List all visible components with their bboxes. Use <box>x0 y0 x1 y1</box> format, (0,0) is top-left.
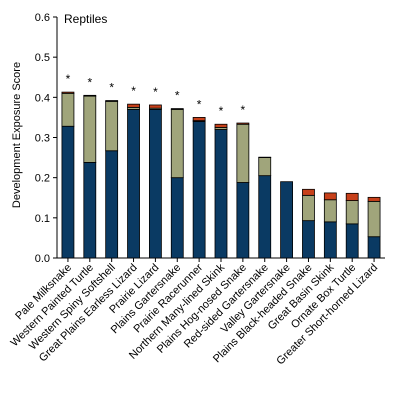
significance-mark: * <box>197 97 202 111</box>
bar-segment <box>127 108 140 259</box>
bar-segment <box>302 220 315 259</box>
bar-segment <box>148 108 162 259</box>
bar-segment <box>236 182 250 259</box>
bar-segment <box>192 117 206 122</box>
bar-segment <box>192 121 206 259</box>
bar-segment <box>236 123 250 183</box>
bar-segment <box>83 162 97 259</box>
bar-segment <box>367 196 381 202</box>
bar-segment <box>280 181 294 259</box>
bar-segment <box>170 108 184 110</box>
bar-segment <box>367 236 381 259</box>
y-tick-label: 0.0 <box>35 253 50 265</box>
significance-mark: * <box>66 72 71 86</box>
category-label: Western Spiny Softshell <box>27 262 118 353</box>
bar-segment <box>170 177 184 259</box>
y-tick-label: 0.2 <box>35 173 50 185</box>
bar-segment <box>323 199 337 223</box>
bars <box>61 91 381 259</box>
bar-segment <box>105 100 119 152</box>
bar-segment <box>148 104 162 109</box>
bar-segment <box>105 150 119 259</box>
y-tick-label: 0.4 <box>35 92 50 104</box>
bar-segment <box>61 91 75 94</box>
bar-segment <box>345 200 359 225</box>
y-tick-label: 0.1 <box>35 213 50 225</box>
y-tick-label: 0.5 <box>35 52 50 64</box>
bar-segment <box>236 122 250 125</box>
bar-segment <box>214 129 228 259</box>
bar-segment <box>170 108 184 179</box>
bar-segment <box>345 192 359 201</box>
bar-segment <box>258 175 272 259</box>
bar-segment <box>83 94 97 97</box>
bar-segment <box>61 125 75 259</box>
bar-segment <box>214 123 228 128</box>
significance-mark: * <box>175 89 180 103</box>
bar-segment <box>83 95 97 163</box>
bar-segment <box>345 223 359 259</box>
bar-segment <box>323 192 337 201</box>
y-tick-label: 0.3 <box>35 133 50 145</box>
chart-title: Reptiles <box>64 12 107 26</box>
bar-segment <box>302 194 315 222</box>
y-axis-title: Development Exposure Score <box>11 62 23 208</box>
bar-segment <box>367 200 381 238</box>
bar-segment <box>127 103 140 108</box>
bar-segment <box>258 157 272 177</box>
bar-segment <box>302 188 315 196</box>
significance-mark: * <box>241 103 246 117</box>
significance-mark: * <box>87 75 92 89</box>
bar-segment <box>105 100 119 102</box>
significance-mark: * <box>219 104 224 118</box>
bar-segment <box>61 92 75 127</box>
significance-mark: * <box>109 81 114 95</box>
y-tick-label: 0.6 <box>35 12 50 24</box>
bar-segment <box>323 221 337 259</box>
significance-mark: * <box>153 85 158 99</box>
significance-mark: * <box>131 84 136 98</box>
